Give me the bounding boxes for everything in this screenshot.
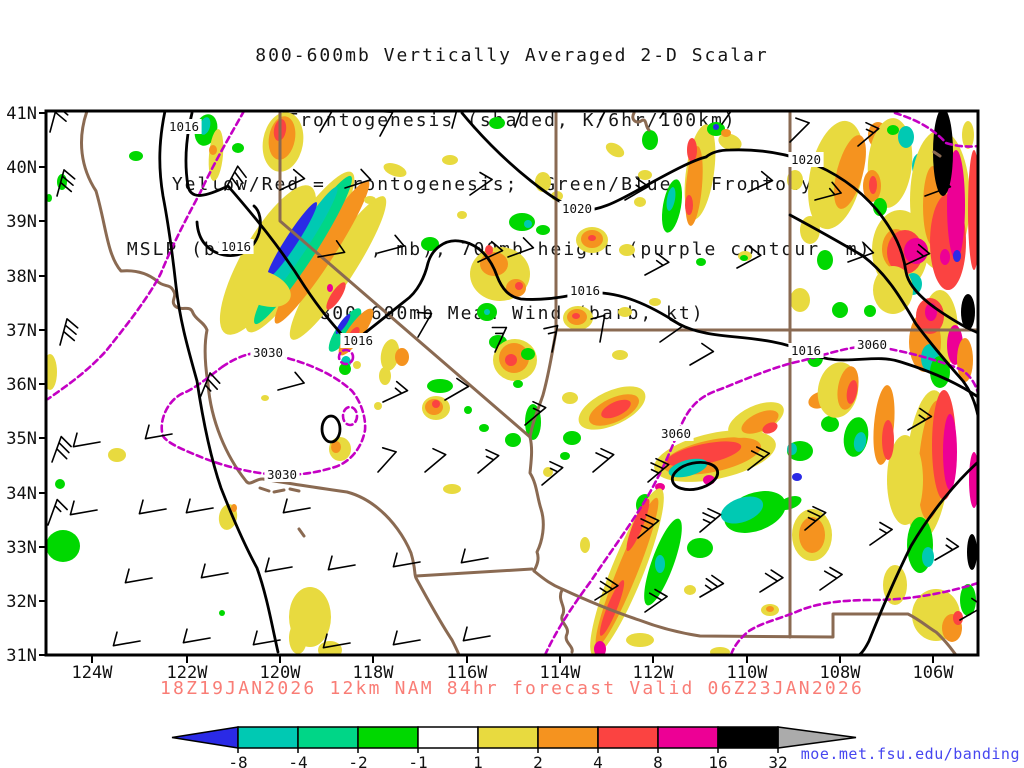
title-line-1: 800-600mb Vertically Averaged 2-D Scalar	[255, 45, 769, 66]
svg-text:1020: 1020	[791, 152, 821, 167]
height-contour-ne	[893, 111, 978, 148]
svg-text:118W: 118W	[353, 663, 395, 683]
height-contours	[46, 111, 978, 655]
svg-text:41N: 41N	[6, 104, 37, 124]
svg-text:1: 1	[473, 753, 483, 768]
mslp-contour-east	[788, 213, 978, 418]
svg-text:39N: 39N	[6, 212, 37, 232]
svg-text:-8: -8	[228, 753, 247, 768]
svg-text:1020: 1020	[562, 201, 592, 216]
mslp-closed-low-nv	[320, 414, 342, 444]
svg-text:124W: 124W	[72, 663, 114, 683]
river-squiggle-north	[631, 111, 942, 158]
svg-text:33N: 33N	[6, 538, 37, 558]
svg-text:-4: -4	[288, 753, 307, 768]
svg-text:112W: 112W	[633, 663, 675, 683]
geography	[80, 111, 978, 655]
svg-text:32: 32	[768, 753, 787, 768]
svg-text:1016: 1016	[791, 343, 821, 358]
svg-text:1016: 1016	[169, 119, 199, 134]
mslp-contour-se	[857, 460, 978, 655]
height-contour-ring-1	[337, 348, 355, 366]
svg-text:3030: 3030	[253, 345, 283, 360]
svg-text:38N: 38N	[6, 267, 37, 287]
svg-text:1016: 1016	[570, 283, 600, 298]
svg-text:31N: 31N	[6, 646, 37, 666]
svg-text:106W: 106W	[913, 663, 955, 683]
svg-text:3030: 3030	[267, 467, 297, 482]
colorado-river-delta	[558, 588, 574, 654]
svg-text:1016: 1016	[343, 333, 373, 348]
svg-text:2: 2	[533, 753, 543, 768]
mexico-border	[414, 567, 958, 655]
svg-text:120W: 120W	[260, 663, 302, 683]
svg-text:108W: 108W	[820, 663, 862, 683]
svg-text:4: 4	[593, 753, 603, 768]
ca-nv-border	[278, 111, 532, 439]
svg-text:3060: 3060	[857, 337, 887, 352]
svg-text:116W: 116W	[447, 663, 489, 683]
svg-text:-1: -1	[408, 753, 427, 768]
svg-text:122W: 122W	[167, 663, 209, 683]
mslp-1016-coastal	[158, 111, 280, 654]
height-contour-3030-loop	[160, 351, 367, 477]
height-contour-3060	[543, 344, 978, 655]
svg-text:-2: -2	[348, 753, 367, 768]
title-line-3: Yellow/Red = Frontogenesis; Green/Blue =…	[171, 174, 853, 195]
axis-ticks-labels: 41N 40N 39N 38N 37N 36N 35N 34N 33N 32N 31N 124W 122…	[6, 104, 954, 683]
svg-text:32N: 32N	[6, 592, 37, 612]
source-link[interactable]: moe.met.fsu.edu/banding	[800, 745, 1020, 763]
pacific-coastline	[80, 111, 461, 655]
height-contour-nw	[46, 111, 246, 401]
svg-text:35N: 35N	[6, 429, 37, 449]
svg-text:3060: 3060	[661, 426, 691, 441]
channel-islands	[258, 486, 306, 538]
height-contour-ring-2	[341, 405, 359, 427]
colorbar-legend: -8 -4 -2 -1 1 2 4 8 16 32	[171, 726, 857, 768]
colorado-river-border	[528, 329, 558, 573]
height-contour-se	[729, 581, 978, 655]
svg-text:16: 16	[708, 753, 727, 768]
svg-text:1016: 1016	[221, 239, 251, 254]
svg-text:34N: 34N	[6, 484, 37, 504]
svg-text:8: 8	[653, 753, 663, 768]
svg-text:37N: 37N	[6, 321, 37, 341]
svg-text:40N: 40N	[6, 158, 37, 178]
mslp-closed-low-az	[670, 461, 720, 491]
svg-text:36N: 36N	[6, 375, 37, 395]
forecast-validity-text: 18Z19JAN2026 12km NAM 84hr forecast Vali…	[160, 678, 864, 699]
svg-text:110W: 110W	[727, 663, 769, 683]
contour-labels: 1016 1016 1016 1016 1020 1020 1016 3030 3030 3060…	[166, 119, 890, 482]
frontogenesis-shading	[46, 111, 978, 655]
svg-text:114W: 114W	[540, 663, 582, 683]
